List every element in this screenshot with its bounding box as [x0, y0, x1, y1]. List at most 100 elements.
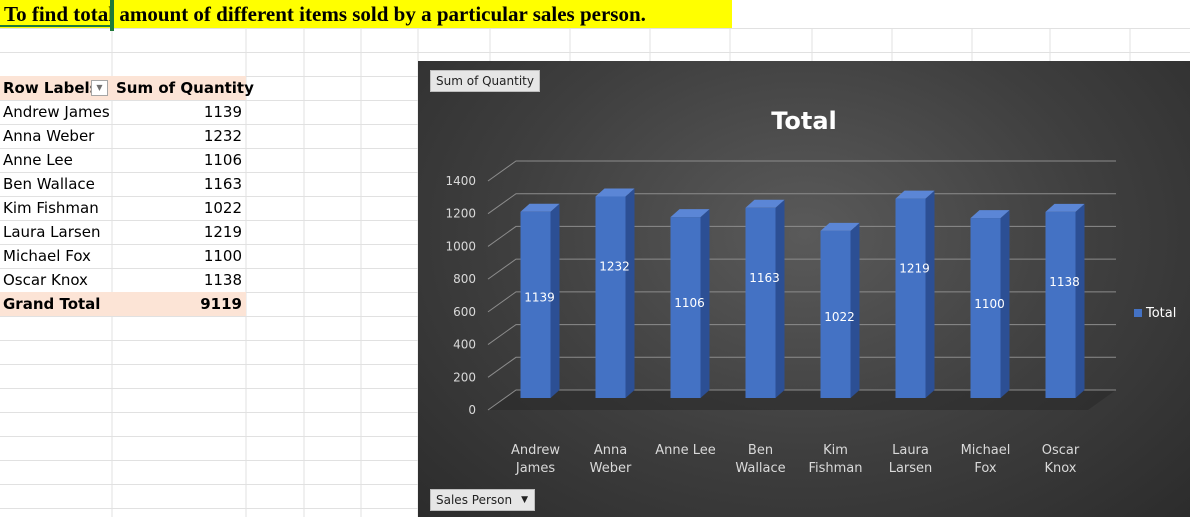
gridline: [487, 258, 1116, 280]
row-labels-filter-button[interactable]: ▼: [91, 80, 108, 96]
x-tick-label: Fox: [974, 461, 997, 476]
x-tick-label: Wallace: [735, 461, 785, 476]
pivot-row-label: Anna Weber: [3, 127, 95, 145]
bar-side: [775, 199, 785, 398]
bar: [595, 196, 626, 398]
y-tick-label: 800: [453, 272, 476, 286]
x-tick-label: Fishman: [808, 461, 862, 476]
gridline: [487, 356, 1116, 378]
pivot-row: Ben Wallace 1163: [0, 172, 246, 196]
x-tick-label: Oscar: [1042, 443, 1080, 458]
gridline: [487, 324, 1116, 345]
y-tick-label: 0: [468, 403, 476, 417]
bar-side: [850, 222, 860, 398]
x-tick-label: Weber: [590, 461, 632, 476]
legend-swatch: [1134, 309, 1142, 317]
x-tick-label: Andrew: [511, 443, 560, 458]
gridline: [487, 160, 1116, 182]
pivot-rows: Andrew James 1139 Anna Weber 1232 Anne Lee 11…: [0, 100, 246, 292]
bar: [1045, 211, 1076, 398]
bar-top: [895, 190, 935, 199]
pivot-row-value: 1139: [203, 103, 242, 121]
bar-top: [595, 188, 635, 197]
data-label: 1232: [599, 259, 630, 273]
data-label: 1138: [1049, 275, 1080, 289]
row-labels-header: Row Labels: [3, 79, 99, 97]
legend-label: Total: [1146, 306, 1177, 321]
pivot-header: Row Labels ▼ Sum of Quantity: [0, 76, 254, 100]
sum-of-quantity-field-button[interactable]: Sum of Quantity: [430, 70, 540, 92]
chart-plot: Total 0 200 400 600 800 1000 1200 1400 1139 Andrew…: [445, 107, 1116, 476]
chart-title: Total: [771, 107, 837, 135]
pivot-row-label: Ben Wallace: [3, 175, 95, 193]
bar-top: [970, 210, 1010, 219]
bar-top: [520, 203, 560, 212]
data-label: 1163: [749, 271, 780, 285]
x-tick-label: Anne Lee: [655, 443, 716, 458]
pivot-row-label: Laura Larsen: [3, 223, 101, 241]
pivot-row: Kim Fishman 1022: [0, 196, 246, 220]
bar: [820, 230, 851, 398]
bar-top: [745, 199, 785, 208]
x-tick-label: Michael: [961, 443, 1011, 458]
data-label: 1106: [674, 296, 705, 310]
pivot-row-label: Anne Lee: [3, 151, 73, 169]
pivot-row-value: 1232: [203, 127, 242, 145]
y-tick-label: 1400: [445, 174, 476, 188]
data-label: 1139: [524, 291, 555, 305]
chart-floor: [488, 390, 1116, 410]
bar: [895, 198, 926, 398]
bar: [745, 207, 776, 398]
bar-side: [700, 209, 710, 398]
data-label: 1100: [974, 297, 1005, 311]
pivot-row: Michael Fox 1100: [0, 244, 246, 268]
y-tick-label: 200: [453, 370, 476, 384]
sum-of-quantity-header: Sum of Quantity: [116, 79, 254, 97]
pivot-row: Anna Weber 1232: [0, 124, 246, 148]
pivot-row-label: Michael Fox: [3, 247, 91, 265]
pivot-chart[interactable]: Total 0 200 400 600 800 1000 1200 1400 1139 Andrew…: [418, 61, 1190, 517]
gridline: [487, 193, 1116, 215]
chevron-down-icon: ▼: [521, 495, 529, 505]
x-tick-label: Laura: [892, 443, 929, 458]
bar: [520, 211, 551, 398]
data-label: 1219: [899, 262, 930, 276]
pivot-row-label: Kim Fishman: [3, 199, 99, 217]
x-tick-label: James: [515, 461, 555, 476]
pivot-row-label: Andrew James: [3, 103, 110, 121]
bar-top: [820, 222, 860, 231]
pivot-row-value: 1138: [203, 271, 242, 289]
y-tick-label: 1000: [445, 239, 476, 253]
y-tick-label: 600: [453, 305, 476, 319]
banner-underline: [0, 25, 112, 27]
pivot-row: Anne Lee 1106: [0, 148, 246, 172]
x-tick-label: Larsen: [889, 461, 933, 476]
x-tick-label: Knox: [1044, 461, 1076, 476]
pivot-row-value: 1100: [203, 247, 242, 265]
grand-total-label: Grand Total: [3, 295, 101, 313]
pivot-grand-total-row: Grand Total 9119: [0, 292, 246, 316]
x-tick-label: Ben: [748, 443, 773, 458]
sales-person-field-button[interactable]: Sales Person ▼: [430, 489, 536, 511]
bar-side: [1075, 203, 1085, 398]
y-tick-label: 400: [453, 338, 476, 352]
pivot-row: Laura Larsen 1219: [0, 220, 246, 244]
bar-side: [625, 188, 635, 398]
pivot-row-label: Oscar Knox: [3, 271, 88, 289]
chart-legend: Total: [1134, 306, 1176, 321]
data-label: 1022: [824, 310, 855, 324]
bar: [670, 217, 701, 398]
pivot-row-value: 1022: [203, 199, 242, 217]
sales-person-field-label: Sales Person: [436, 493, 513, 507]
bar: [970, 218, 1001, 398]
x-tick-label: Anna: [594, 443, 627, 458]
gridline: [487, 225, 1116, 247]
bar-top: [1045, 203, 1085, 212]
grand-total-value: 9119: [200, 295, 242, 313]
pivot-row: Andrew James 1139: [0, 100, 246, 124]
pivot-row-value: 1219: [203, 223, 242, 241]
pivot-row-value: 1163: [203, 175, 242, 193]
bar-side: [925, 190, 935, 398]
y-tick-label: 1200: [445, 207, 476, 221]
x-tick-label: Kim: [823, 443, 848, 458]
